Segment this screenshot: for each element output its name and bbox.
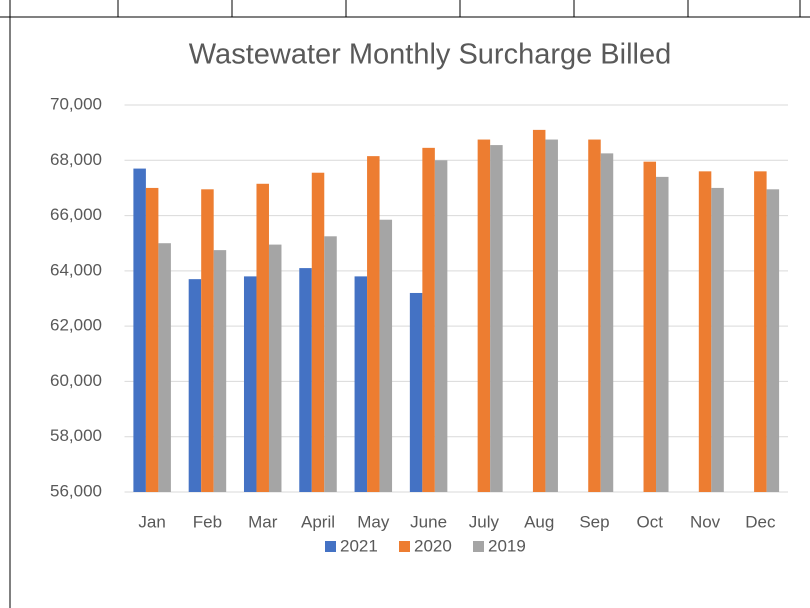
x-tick-label: Nov — [690, 512, 721, 531]
bar — [434, 160, 448, 493]
bar — [588, 139, 601, 492]
y-tick-label: 56,000 — [50, 481, 102, 500]
bar — [379, 219, 393, 493]
y-tick-label: 66,000 — [50, 205, 102, 224]
legend-swatch — [399, 541, 410, 552]
bar — [532, 129, 546, 492]
bar — [256, 183, 269, 492]
x-tick-label: Mar — [248, 512, 278, 531]
bar — [213, 250, 227, 492]
bar — [656, 176, 669, 492]
bar — [201, 189, 214, 492]
bar — [711, 187, 724, 492]
legend-label: 2019 — [488, 536, 526, 555]
x-tick-label: May — [357, 512, 390, 531]
bar — [145, 187, 159, 492]
x-tick-label: June — [410, 512, 447, 531]
bar — [490, 145, 503, 492]
x-tick-label: July — [469, 512, 500, 531]
x-tick-label: Jan — [138, 512, 165, 531]
bar — [422, 147, 435, 492]
y-tick-label: 60,000 — [50, 371, 102, 390]
bar — [754, 171, 767, 493]
y-tick-label: 68,000 — [50, 150, 102, 169]
legend-label: 2021 — [340, 536, 378, 555]
y-tick-label: 64,000 — [50, 260, 102, 279]
bar — [133, 168, 146, 493]
bar — [698, 171, 712, 493]
bar — [367, 156, 380, 492]
bar — [643, 161, 657, 493]
bar — [299, 268, 312, 492]
legend-swatch — [473, 541, 484, 552]
bar — [243, 276, 257, 492]
y-tick-label: 70,000 — [50, 94, 102, 113]
bar — [354, 276, 368, 492]
bar — [324, 236, 337, 492]
x-tick-label: Oct — [637, 512, 664, 531]
x-tick-label: Aug — [524, 512, 554, 531]
y-tick-label: 58,000 — [50, 426, 102, 445]
chart-title: Wastewater Monthly Surcharge Billed — [189, 39, 671, 71]
x-tick-label: Feb — [193, 512, 222, 531]
x-tick-label: Sep — [579, 512, 609, 531]
x-tick-label: Dec — [745, 512, 776, 531]
legend-label: 2020 — [414, 536, 452, 555]
bar — [158, 243, 171, 492]
x-tick-label: April — [301, 512, 335, 531]
y-tick-label: 62,000 — [50, 316, 102, 335]
bar — [477, 139, 491, 492]
legend-swatch — [325, 541, 336, 552]
bar — [311, 172, 325, 492]
bar — [545, 139, 558, 492]
bar — [600, 153, 614, 492]
bar — [766, 189, 780, 492]
bar — [409, 292, 423, 492]
bar — [188, 279, 202, 492]
bar — [268, 244, 282, 492]
